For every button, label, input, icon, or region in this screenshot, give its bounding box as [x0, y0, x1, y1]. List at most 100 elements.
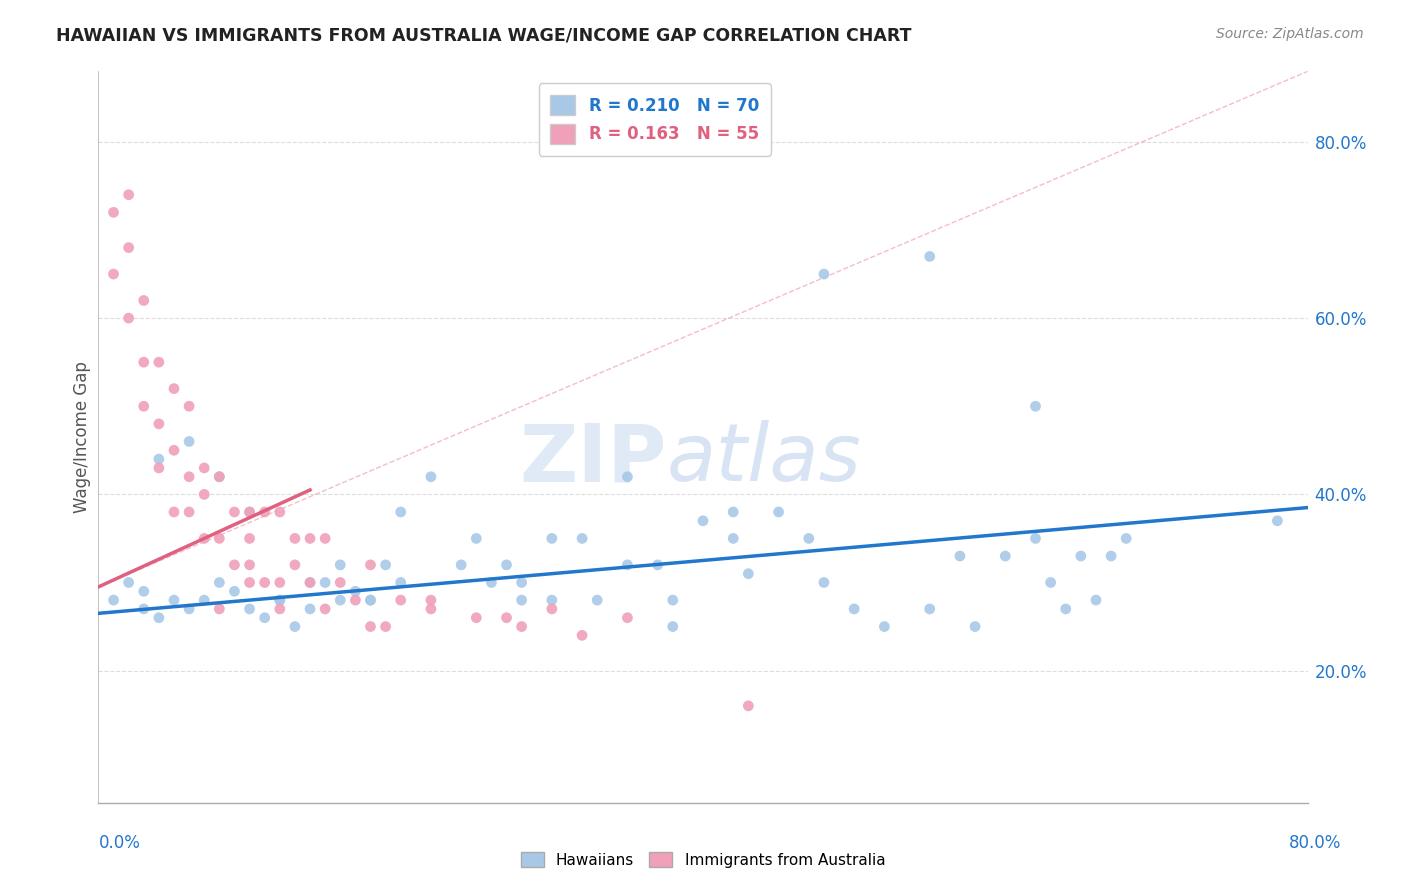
Point [495, 558, 517, 572]
Point [299, 532, 322, 546]
Point [1054, 602, 1077, 616]
Point [148, 611, 170, 625]
Point [949, 549, 972, 563]
Point [540, 532, 562, 546]
Point [797, 532, 820, 546]
Point [329, 558, 352, 572]
Point [239, 602, 262, 616]
Point [163, 593, 186, 607]
Point [163, 382, 186, 396]
Point [586, 593, 609, 607]
Point [179, 399, 201, 413]
Point [132, 355, 155, 369]
Point [239, 575, 262, 590]
Point [132, 293, 155, 308]
Point [616, 469, 638, 483]
Point [344, 584, 367, 599]
Point [132, 602, 155, 616]
Point [737, 566, 759, 581]
Point [224, 584, 246, 599]
Point [994, 549, 1017, 563]
Text: 0.0%: 0.0% [98, 834, 141, 852]
Point [360, 619, 382, 633]
Y-axis label: Wage/Income Gap: Wage/Income Gap [73, 361, 91, 513]
Point [344, 593, 367, 607]
Point [918, 249, 941, 263]
Point [661, 593, 683, 607]
Point [239, 505, 262, 519]
Point [813, 575, 835, 590]
Point [540, 593, 562, 607]
Point [193, 487, 215, 501]
Point [360, 593, 382, 607]
Text: atlas: atlas [666, 420, 862, 498]
Point [374, 619, 396, 633]
Point [208, 469, 231, 483]
Point [616, 558, 638, 572]
Point [465, 532, 488, 546]
Point [208, 469, 231, 483]
Point [329, 593, 352, 607]
Point [481, 575, 503, 590]
Point [253, 575, 276, 590]
Point [179, 434, 201, 449]
Point [661, 619, 683, 633]
Point [179, 505, 201, 519]
Point [208, 532, 231, 546]
Point [571, 628, 593, 642]
Text: Source: ZipAtlas.com: Source: ZipAtlas.com [1216, 27, 1364, 41]
Text: 80.0%: 80.0% [1288, 834, 1341, 852]
Point [1039, 575, 1062, 590]
Point [1024, 399, 1046, 413]
Point [965, 619, 987, 633]
Point [179, 469, 201, 483]
Point [239, 558, 262, 572]
Point [103, 267, 125, 281]
Point [132, 399, 155, 413]
Point [360, 558, 382, 572]
Point [163, 505, 186, 519]
Point [179, 602, 201, 616]
Point [450, 558, 472, 572]
Point [253, 611, 276, 625]
Point [239, 505, 262, 519]
Point [314, 575, 336, 590]
Point [269, 602, 291, 616]
Point [844, 602, 866, 616]
Point [208, 575, 231, 590]
Point [420, 469, 443, 483]
Point [692, 514, 714, 528]
Point [374, 558, 396, 572]
Point [873, 619, 896, 633]
Point [118, 241, 141, 255]
Point [132, 584, 155, 599]
Point [269, 593, 291, 607]
Point [314, 532, 336, 546]
Point [510, 593, 533, 607]
Point [163, 443, 186, 458]
Point [540, 602, 562, 616]
Point [224, 505, 246, 519]
Point [737, 698, 759, 713]
Point [1267, 514, 1289, 528]
Point [299, 602, 322, 616]
Text: HAWAIIAN VS IMMIGRANTS FROM AUSTRALIA WAGE/INCOME GAP CORRELATION CHART: HAWAIIAN VS IMMIGRANTS FROM AUSTRALIA WA… [56, 27, 911, 45]
Point [571, 532, 593, 546]
Point [495, 611, 517, 625]
Point [193, 593, 215, 607]
Point [299, 575, 322, 590]
Point [329, 575, 352, 590]
Legend: R = 0.210   N = 70, R = 0.163   N = 55: R = 0.210 N = 70, R = 0.163 N = 55 [538, 83, 770, 156]
Point [1085, 593, 1108, 607]
Point [420, 602, 443, 616]
Point [118, 187, 141, 202]
Point [813, 267, 835, 281]
Point [510, 619, 533, 633]
Point [723, 532, 745, 546]
Point [1070, 549, 1092, 563]
Point [389, 593, 412, 607]
Point [284, 619, 307, 633]
Point [118, 311, 141, 326]
Point [193, 461, 215, 475]
Point [314, 602, 336, 616]
